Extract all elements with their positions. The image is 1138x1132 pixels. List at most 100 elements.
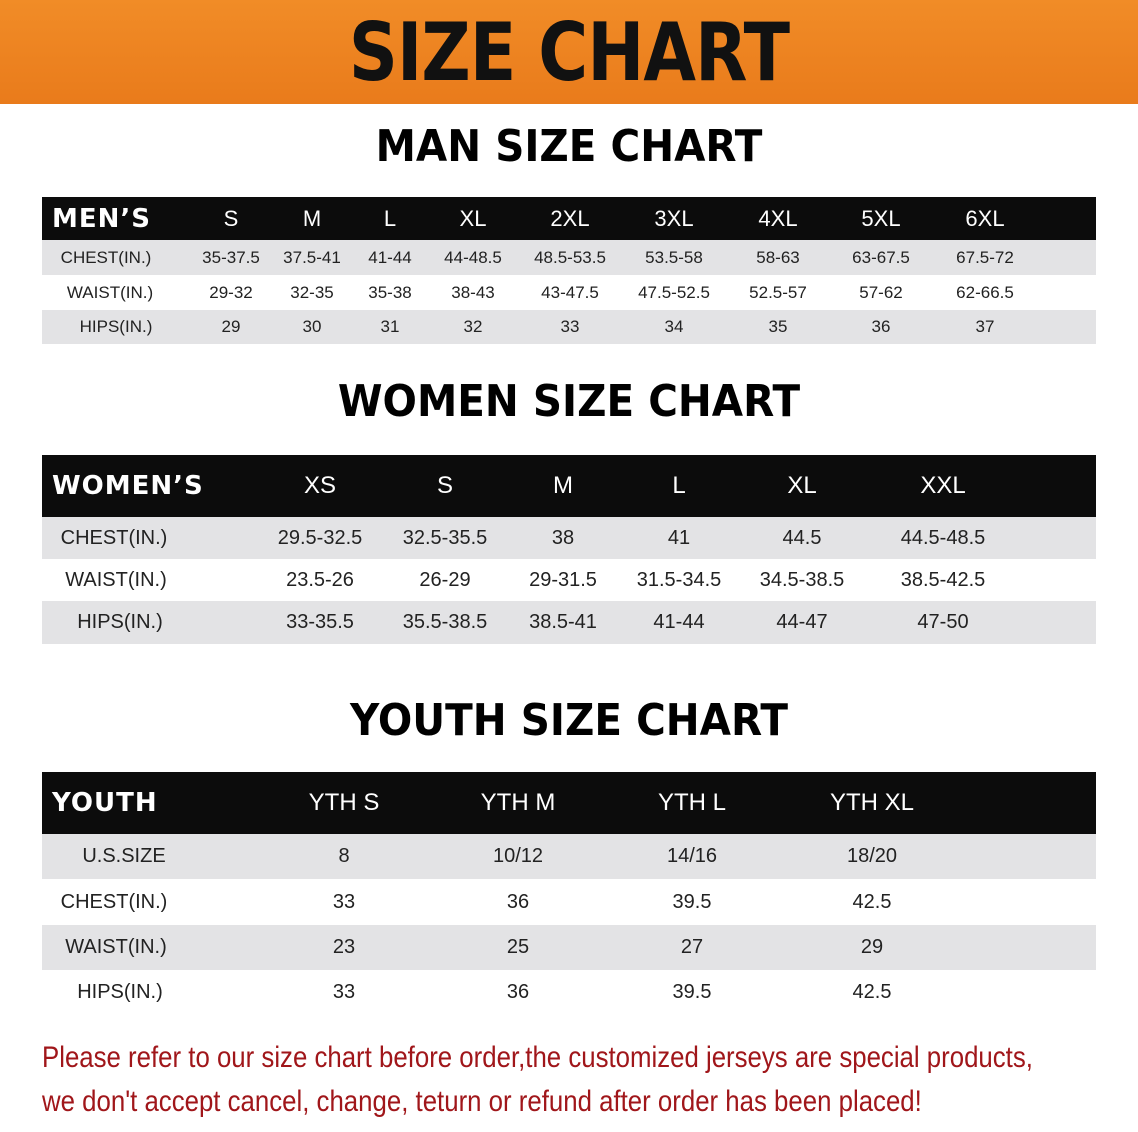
table-cell: 43-47.5: [541, 282, 599, 302]
table-cell: 30: [302, 317, 322, 336]
table-cell: 29.5-32.5: [277, 526, 363, 549]
row-label: CHEST(IN.): [60, 247, 152, 267]
row-label: U.S.SIZE: [82, 845, 166, 867]
notice-line-2: we don't accept cancel, change, teturn o…: [42, 1085, 922, 1118]
table-cell: 44.5: [782, 526, 822, 549]
row-label: HIPS(IN.): [79, 317, 153, 336]
table-cell: 38.5-42.5: [900, 568, 986, 591]
size-header-xxl: XXL: [920, 472, 966, 499]
row-label: WAIST(IN.): [66, 282, 154, 302]
table-cell: 42.5: [852, 890, 892, 913]
men-size-table: MEN’S S M L XL 2XL 3XL 4XL 5XL 6XL CHEST(IN.) 35-37…: [42, 197, 1096, 344]
table-row: HIPS(IN.) 33 36 39.5 42.5: [42, 970, 1096, 1015]
table-cell: 31.5-34.5: [636, 568, 722, 591]
table-cell: 62-66.5: [956, 282, 1014, 302]
size-header-xl: XL: [787, 472, 817, 499]
table-cell: 35-37.5: [202, 247, 260, 267]
banner-title: SIZE CHART: [348, 6, 790, 99]
row-label: HIPS(IN.): [77, 611, 163, 633]
table-row: U.S.SIZE 8 10/12 14/16 18/20: [42, 834, 1096, 879]
women-section-title: WOMEN SIZE CHART: [337, 376, 801, 427]
size-header-5xl: 5XL: [861, 205, 901, 231]
table-cell: 35-38: [368, 282, 412, 302]
size-header-2xl: 2XL: [550, 205, 590, 231]
table-cell: 29: [860, 936, 884, 958]
size-header-4xl: 4XL: [758, 205, 798, 231]
table-cell: 23.5-26: [286, 568, 354, 591]
table-cell: 41: [667, 526, 691, 549]
youth-section-title: YOUTH SIZE CHART: [350, 695, 788, 746]
women-header-row: WOMEN’S XS S M L XL XXL: [42, 455, 1096, 517]
table-cell: 58-63: [756, 247, 800, 267]
table-cell: 39.5: [672, 981, 712, 1003]
table-cell: 29-32: [209, 282, 253, 302]
table-cell: 47-50: [917, 611, 969, 633]
size-header-l: L: [672, 472, 686, 499]
table-cell: 8: [338, 845, 350, 867]
table-cell: 53.5-58: [645, 247, 703, 267]
size-header-xs: XS: [303, 472, 337, 499]
table-row: HIPS(IN.) 29 30 31 32 33 34 35 36 37: [42, 310, 1096, 344]
table-cell: 48.5-53.5: [534, 247, 606, 267]
table-cell: 33: [560, 317, 580, 336]
size-header-yth-l: YTH L: [657, 789, 727, 816]
table-cell: 27: [680, 936, 704, 958]
notice-line-1: Please refer to our size chart before or…: [42, 1041, 1033, 1074]
table-cell: 36: [871, 317, 891, 336]
size-header-m: M: [553, 472, 573, 499]
table-cell: 34: [664, 317, 684, 336]
size-header-yth-xl: YTH XL: [829, 789, 915, 816]
table-cell: 33: [332, 890, 356, 913]
table-cell: 42.5: [852, 981, 892, 1003]
table-row: WAIST(IN.) 29-32 32-35 35-38 38-43 43-47.5 47.…: [42, 275, 1096, 310]
table-cell: 47.5-52.5: [638, 282, 710, 302]
table-cell: 33: [332, 981, 356, 1003]
table-cell: 39.5: [672, 890, 712, 913]
table-cell: 38: [551, 526, 575, 549]
table-cell: 14/16: [666, 845, 718, 867]
table-row: CHEST(IN.) 35-37.5 37.5-41 41-44 44-48.5 48.5…: [42, 240, 1096, 275]
table-cell: 32: [463, 317, 483, 336]
table-cell: 44.5-48.5: [900, 526, 986, 549]
table-cell: 37: [975, 317, 995, 336]
table-cell: 38-43: [451, 282, 495, 302]
size-header-s: S: [436, 472, 454, 499]
table-cell: 34.5-38.5: [759, 568, 845, 591]
table-row: WAIST(IN.) 23.5-26 26-29 29-31.5 31.5-34.5 34…: [42, 559, 1096, 601]
table-cell: 33-35.5: [286, 611, 354, 633]
table-cell: 25: [506, 936, 530, 958]
size-header-s: S: [223, 205, 239, 231]
table-row: CHEST(IN.) 33 36 39.5 42.5: [42, 879, 1096, 925]
size-header-yth-m: YTH M: [480, 789, 556, 816]
size-header-m: M: [302, 205, 322, 231]
table-cell: 38.5-41: [529, 611, 597, 633]
size-chart-banner: SIZE CHART: [0, 0, 1138, 104]
men-header-label: MEN’S: [52, 203, 151, 234]
table-cell: 32-35: [290, 282, 334, 302]
table-row: WAIST(IN.) 23 25 27 29: [42, 925, 1096, 970]
row-label: CHEST(IN.): [60, 526, 168, 549]
table-cell: 52.5-57: [749, 282, 807, 302]
table-cell: 29: [221, 317, 241, 336]
row-label: HIPS(IN.): [77, 981, 163, 1003]
table-cell: 35.5-38.5: [402, 611, 488, 633]
table-cell: 44-47: [776, 611, 828, 633]
table-cell: 23: [332, 936, 356, 958]
table-cell: 31: [380, 317, 400, 336]
men-section-title: MAN SIZE CHART: [375, 121, 763, 172]
table-cell: 29-31.5: [529, 568, 597, 591]
table-cell: 10/12: [492, 845, 544, 867]
table-cell: 32.5-35.5: [402, 526, 488, 549]
table-cell: 57-62: [859, 282, 903, 302]
size-header-xl: XL: [459, 205, 487, 231]
table-cell: 26-29: [419, 568, 471, 591]
women-header-label: WOMEN’S: [52, 471, 204, 501]
table-row: HIPS(IN.) 33-35.5 35.5-38.5 38.5-41 41-44 44-…: [42, 601, 1096, 644]
youth-size-table: YOUTH YTH S YTH M YTH L YTH XL U.S.SIZE 8 10/12…: [42, 772, 1096, 1015]
table-row: CHEST(IN.) 29.5-32.5 32.5-35.5 38 41 44.5 44.5…: [42, 517, 1096, 559]
size-header-3xl: 3XL: [654, 205, 694, 231]
table-cell: 36: [506, 890, 530, 913]
table-cell: 41-44: [368, 247, 412, 267]
youth-header-row: YOUTH YTH S YTH M YTH L YTH XL: [42, 772, 1096, 834]
women-size-table: WOMEN’S XS S M L XL XXL CHEST(IN.) 29.5-32.5 32.5…: [42, 455, 1096, 644]
